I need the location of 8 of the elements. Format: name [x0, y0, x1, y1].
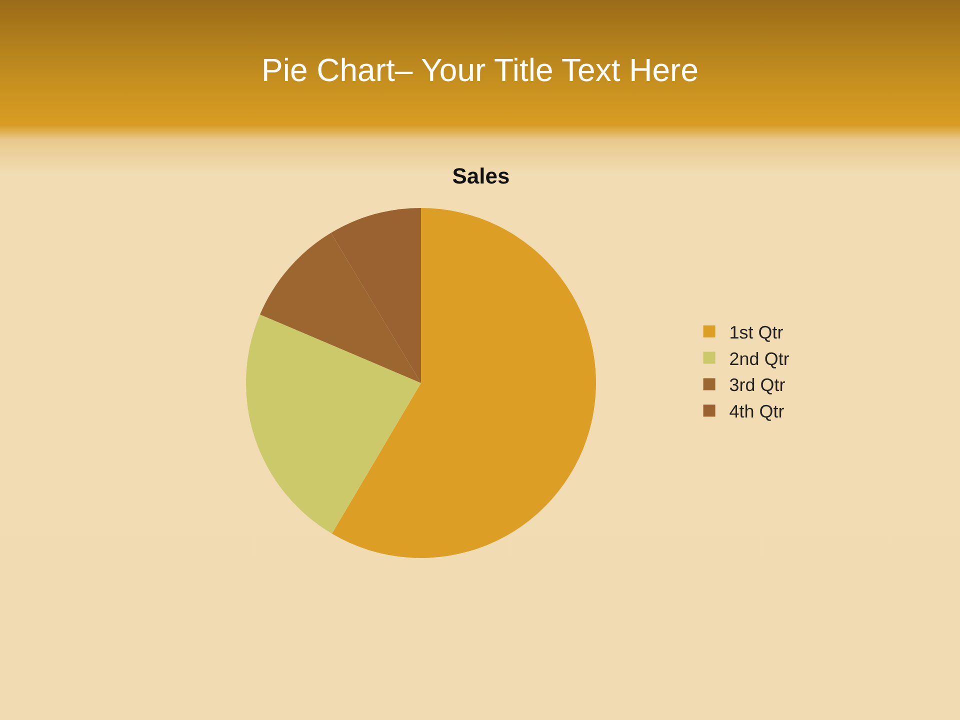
legend-label: 4th Qtr	[729, 402, 784, 422]
pie-slice	[332, 208, 596, 558]
chart-title: Pie Chart– Your Title Text Here	[260, 51, 700, 90]
legend-label: 1st Qtr	[729, 322, 784, 342]
legend-label: 2nd Qtr	[729, 348, 790, 369]
pie-slice	[246, 314, 421, 534]
legend-label: 3rd Qtr	[729, 375, 786, 396]
chart-subtitle: Sales	[452, 164, 510, 189]
